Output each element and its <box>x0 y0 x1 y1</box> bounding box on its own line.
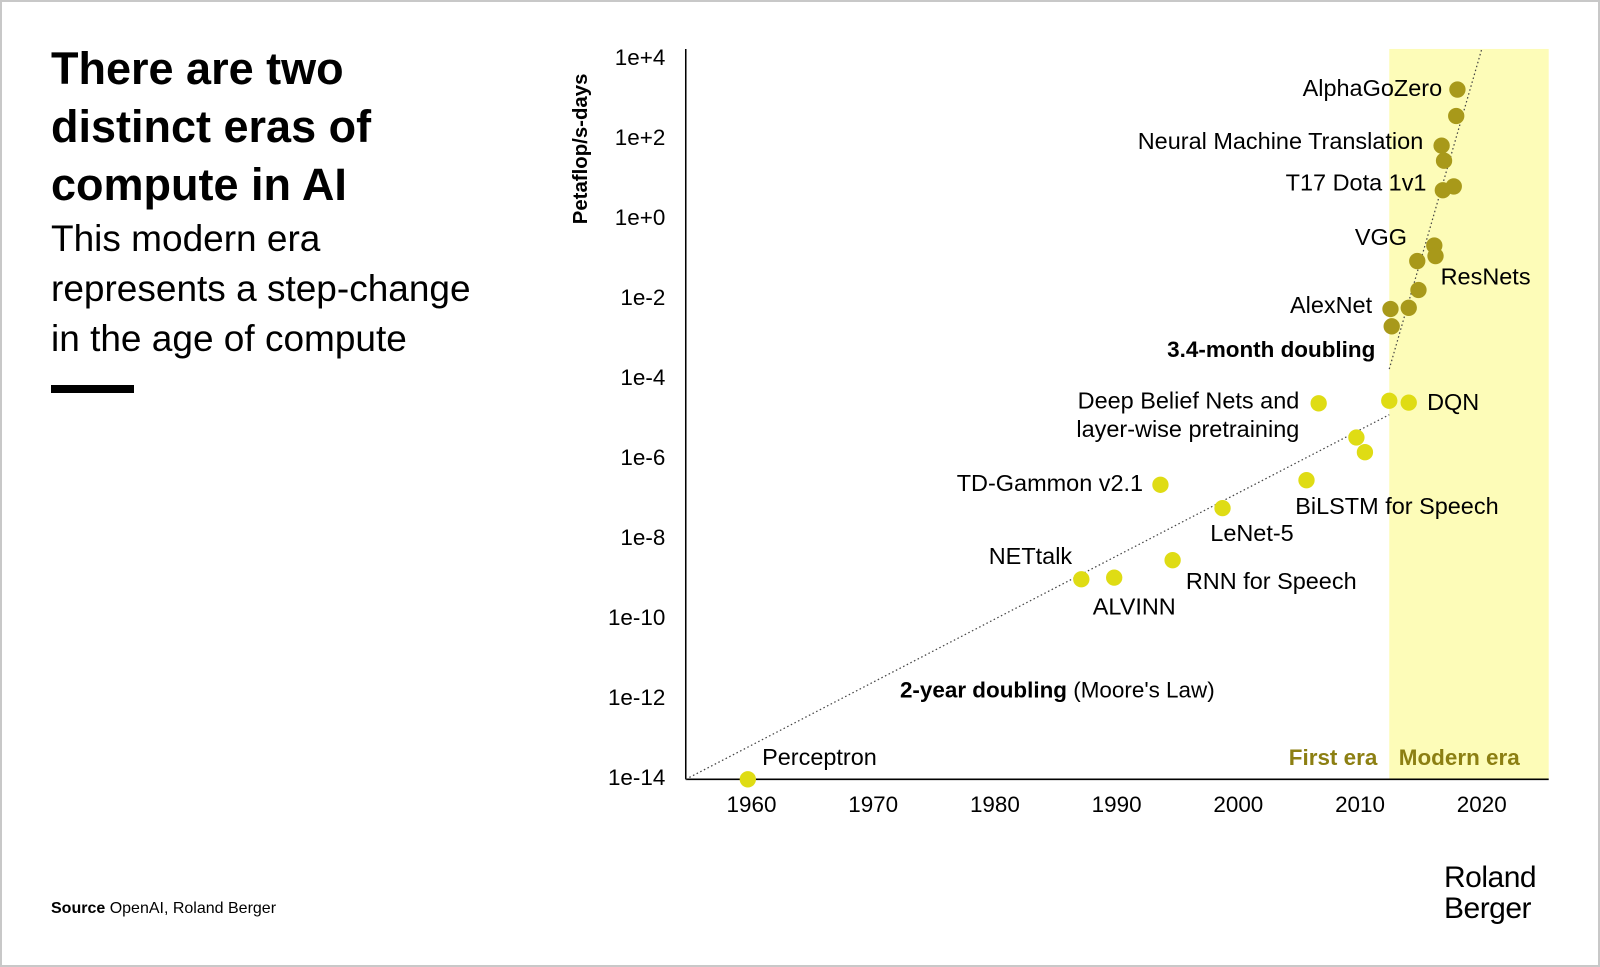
x-tick-label: 1960 <box>727 792 777 817</box>
point-label: layer-wise pretraining <box>1076 416 1299 442</box>
point-label: NETtalk <box>989 543 1073 569</box>
era-label: First era <box>1289 745 1378 770</box>
point-label: DQN <box>1427 389 1479 415</box>
y-tick-label: 1e-4 <box>620 365 665 390</box>
point-label: TD-Gammon v2.1 <box>957 470 1143 496</box>
data-point <box>1409 252 1426 270</box>
point-label: BiLSTM for Speech <box>1295 493 1498 519</box>
trend-label: 2-year doubling (Moore's Law) <box>900 678 1215 703</box>
headline-line: compute in AI <box>51 159 347 210</box>
data-point <box>1410 281 1427 299</box>
source-label: Source <box>51 900 106 917</box>
data-point <box>1433 137 1450 154</box>
y-tick-label: 1e-6 <box>620 445 665 470</box>
point-label: LeNet-5 <box>1210 520 1293 546</box>
logo-line: Roland <box>1444 861 1537 894</box>
headline-line: distinct eras of <box>51 101 372 152</box>
trend-line <box>685 414 1390 780</box>
y-tick-label: 1e+2 <box>615 125 666 150</box>
data-point <box>1298 472 1315 489</box>
data-point <box>1348 429 1365 446</box>
trend-line <box>1388 48 1483 370</box>
data-point <box>1106 569 1123 586</box>
data-point <box>1152 476 1169 493</box>
data-point <box>1427 247 1444 265</box>
data-point <box>1073 571 1090 588</box>
point-label: Perceptron <box>762 744 877 770</box>
data-point <box>739 771 756 788</box>
data-point <box>1400 299 1417 316</box>
point-label: RNN for Speech <box>1186 568 1357 594</box>
era-label: Modern era <box>1399 745 1520 770</box>
data-point <box>1382 300 1399 318</box>
x-tick-label: 2000 <box>1213 792 1263 817</box>
point-label: T17 Dota 1v1 <box>1286 169 1427 195</box>
x-tick-label: 1970 <box>848 792 898 817</box>
trend-label: 3.4-month doubling <box>1167 337 1375 362</box>
x-tick-label: 2020 <box>1457 792 1507 817</box>
accent-bar <box>51 385 134 393</box>
y-axis-label: Petaflop/s-days <box>570 74 592 225</box>
source: Source OpenAI, Roland Berger <box>51 900 276 918</box>
x-tick-label: 1990 <box>1092 792 1142 817</box>
subtitle-line: in the age of compute <box>51 318 407 359</box>
data-point <box>1310 395 1327 412</box>
data-point <box>1356 444 1374 461</box>
era-shade <box>1389 48 1549 780</box>
x-tick-label: 2010 <box>1335 792 1385 817</box>
subtitle-line: represents a step-change <box>51 268 471 309</box>
y-tick-label: 1e-8 <box>620 525 665 550</box>
trend-label-bold: 3.4-month doubling <box>1167 337 1375 362</box>
data-point <box>1435 152 1453 169</box>
point-label: AlexNet <box>1290 292 1373 318</box>
data-point <box>1449 81 1466 98</box>
data-point <box>1381 392 1398 409</box>
y-tick-label: 1e+0 <box>615 205 666 230</box>
point-label: AlphaGoZero <box>1303 75 1443 101</box>
y-tick-label: 1e-14 <box>608 765 665 790</box>
data-point <box>1214 499 1231 517</box>
y-tick-label: 1e+4 <box>615 45 666 70</box>
point-label: Neural Machine Translation <box>1138 128 1424 154</box>
trend-label-note: (Moore's Law) <box>1073 678 1214 703</box>
data-point <box>1448 107 1465 125</box>
point-label: Deep Belief Nets and <box>1078 388 1300 414</box>
headline: There are two distinct eras of compute i… <box>51 40 371 214</box>
point-label: ALVINN <box>1093 593 1176 619</box>
data-point <box>1400 394 1417 411</box>
point-label: VGG <box>1355 224 1407 250</box>
headline-line: There are two <box>51 43 344 94</box>
data-point <box>1164 552 1181 569</box>
y-tick-label: 1e-10 <box>608 605 665 630</box>
logo-line: Berger <box>1444 892 1532 925</box>
data-point <box>1383 318 1400 335</box>
y-tick-label: 1e-12 <box>608 685 665 710</box>
y-tick-label: 1e-2 <box>620 285 665 310</box>
x-tick-label: 1980 <box>970 792 1020 817</box>
subtitle-line: This modern era <box>51 218 321 259</box>
source-text: OpenAI, Roland Berger <box>109 900 277 917</box>
logo: Roland Berger <box>1444 861 1537 925</box>
trend-label-bold: 2-year doubling <box>900 678 1067 703</box>
point-label: ResNets <box>1441 264 1531 290</box>
subtitle: This modern era represents a step-change… <box>51 214 471 364</box>
data-point <box>1445 178 1462 195</box>
